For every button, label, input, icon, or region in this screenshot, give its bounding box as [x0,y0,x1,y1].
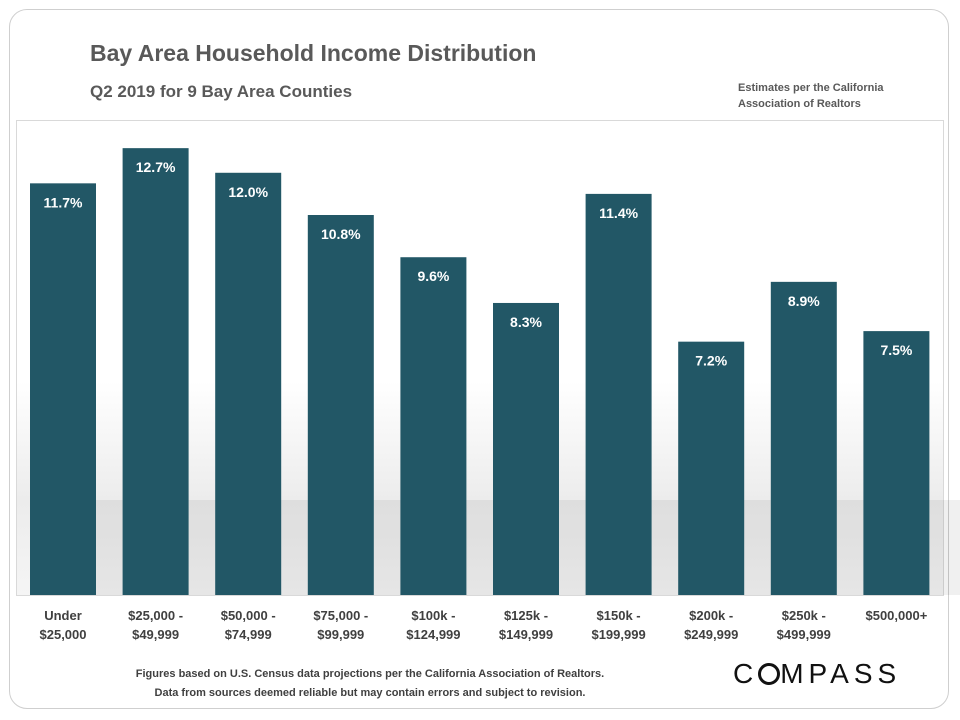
chart-title: Bay Area Household Income Distribution [90,40,537,66]
bar-8 [770,281,837,595]
source-note-line-1: Estimates per the California [738,82,884,94]
x-tick-label-3-1: $99,999 [317,627,364,642]
bar-value-label-4: 9.6% [417,268,449,284]
footnote-census: Figures based on U.S. Census data projec… [135,668,605,680]
logo-letters-mpass: MPASS [780,658,902,689]
x-tick-label-5-0: $125k - [504,608,548,623]
logo-letter-c: C [733,658,759,689]
bar-value-label-5: 8.3% [510,314,542,330]
compass-logo: C MPASS [733,658,901,690]
source-note: Estimates per the California Association… [738,80,928,112]
x-tick-label-9-0: $500,000+ [865,608,927,623]
bar-value-label-2: 12.0% [228,184,268,200]
bar-1 [122,148,189,596]
chart-subtitle: Q2 2019 for 9 Bay Area Counties [90,82,353,101]
bar-value-label-7: 7.2% [695,353,727,369]
bar-9 [863,331,930,595]
bar-value-label-0: 11.7% [44,194,83,210]
x-tick-label-7-0: $200k - [689,608,733,623]
x-tick-label-3-0: $75,000 - [313,608,368,623]
bar-5 [493,302,559,595]
x-tick-label-2-0: $50,000 - [221,608,276,623]
bar-value-label-9: 7.5% [880,342,912,358]
bar-4 [400,257,467,595]
x-tick-label-8-0: $250k - [782,608,826,623]
bar-7 [678,341,745,595]
x-tick-label-2-1: $74,999 [225,627,272,642]
bar-0 [30,183,96,596]
bar-value-label-3: 10.8% [321,226,361,242]
x-tick-label-6-1: $199,999 [591,627,645,642]
x-tick-label-4-1: $124,999 [406,627,460,642]
bar-6 [585,193,652,595]
x-tick-label-1-0: $25,000 - [128,608,183,623]
x-tick-label-5-1: $149,999 [499,627,553,642]
x-tick-label-7-1: $249,999 [684,627,738,642]
bar-value-label-8: 8.9% [788,293,820,309]
logo-o-ring-icon [758,663,781,685]
bar-3 [307,215,374,595]
bar-2 [215,172,282,595]
bar-value-label-6: 11.4% [599,205,638,221]
x-tick-label-8-1: $499,999 [777,627,831,642]
footnote-disclaimer: Data from sources deemed reliable but ma… [154,687,586,699]
x-tick-label-1-1: $49,999 [132,627,179,642]
x-tick-label-0-1: $25,000 [40,627,87,642]
bar-value-label-1: 12.7% [136,159,176,175]
x-tick-label-4-0: $100k - [411,608,455,623]
x-tick-label-6-0: $150k - [597,608,641,623]
source-note-line-2: Association of Realtors [738,98,861,110]
x-tick-label-0-0: Under [44,608,82,623]
